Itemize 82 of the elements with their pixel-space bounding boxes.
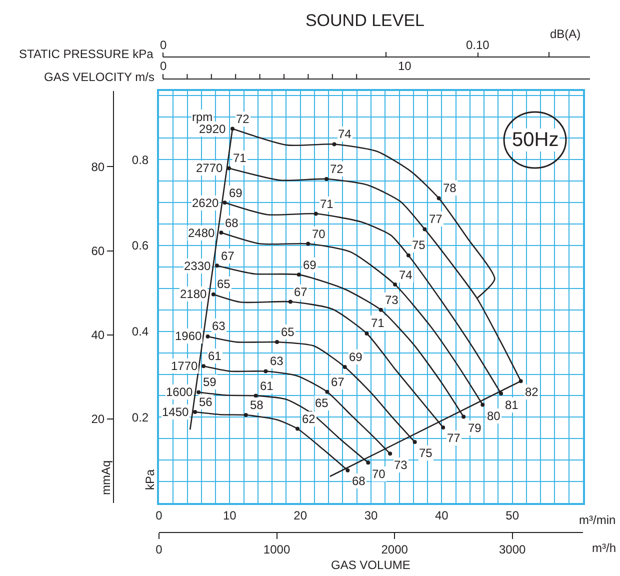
annotation: 71 [371, 316, 385, 330]
annotation: 74 [338, 127, 352, 141]
chart-title: SOUND LEVEL [305, 10, 425, 30]
y-tick-label: 0.8 [132, 152, 149, 167]
annotation: 67 [294, 285, 308, 299]
annotation: 62 [302, 412, 316, 426]
y2-tick-label: 80 [91, 160, 105, 174]
annotation: 65 [315, 396, 329, 410]
annotation: 77 [447, 431, 461, 445]
text: 10 [398, 59, 412, 73]
text: GAS VELOCITY m/s [44, 70, 154, 84]
text: 0 [160, 59, 167, 73]
annotation: 71 [233, 151, 247, 165]
y2-tick-label: 40 [91, 328, 105, 342]
y2-tick-label: 60 [91, 244, 105, 258]
y-tick-label: 0.6 [132, 238, 149, 253]
x-tick-label: 30 [364, 508, 378, 522]
text: dB(A) [550, 27, 581, 41]
y2-tick-label: 20 [91, 412, 105, 426]
annotation: 68 [225, 216, 239, 230]
x-tick-label: 10 [222, 508, 237, 522]
annotation: 70 [312, 227, 326, 241]
series-label: 2480 [188, 226, 216, 240]
series-label: 1770 [171, 359, 198, 373]
annotation: 80 [487, 409, 501, 423]
text: 0 [160, 38, 167, 52]
text: STATIC PRESSURE kPa [19, 47, 154, 61]
series-label: 2920 [199, 122, 226, 136]
x-tick-label: 0 [156, 508, 163, 522]
y2-axis-title: mmAq [99, 460, 113, 495]
annotation: 74 [399, 268, 413, 282]
annotation: 73 [385, 293, 399, 307]
annotation: 58 [250, 398, 264, 412]
text: 0.10 [466, 38, 490, 52]
annotation: 65 [217, 277, 231, 291]
annotation: 65 [281, 325, 295, 339]
annotation: 56 [199, 395, 213, 409]
x2-tick-label: 0 [156, 542, 163, 556]
annotation: 71 [320, 197, 334, 211]
annotation: 70 [372, 467, 386, 481]
x-tick-label: 50 [506, 508, 520, 522]
annotation: 75 [412, 238, 426, 252]
annotation: 59 [203, 375, 217, 389]
series-label: 2180 [180, 287, 208, 301]
annotation: 69 [349, 350, 363, 364]
series-label: 1960 [175, 329, 202, 343]
x2-axis-title: m³/h [592, 541, 616, 555]
annotation: 79 [468, 421, 482, 435]
annotation: 72 [330, 162, 344, 176]
annotation: 73 [394, 458, 408, 472]
x2-tick-label: 1000 [263, 542, 290, 556]
series-label: 2330 [184, 259, 212, 273]
annotation: 61 [208, 349, 222, 363]
annotation: 82 [525, 385, 539, 399]
y-tick-label: 0.4 [132, 324, 149, 339]
annotation: 67 [221, 249, 235, 263]
series-label: 1450 [162, 405, 190, 419]
x-tick-label: 40 [434, 508, 449, 522]
annotation: 77 [429, 212, 443, 226]
annotation: 78 [443, 181, 457, 195]
annotation: 69 [303, 258, 317, 272]
annotation: rpm [192, 110, 213, 124]
annotation: 69 [229, 186, 243, 200]
text: GAS VOLUME [331, 558, 410, 572]
x2-tick-label: 2000 [381, 542, 408, 556]
annotation: 75 [419, 446, 433, 460]
annotation: 63 [270, 354, 284, 368]
series-label: 2770 [196, 161, 224, 175]
annotation: 68 [352, 474, 366, 488]
annotation: 67 [331, 375, 345, 389]
y-tick-label: 0.2 [132, 410, 149, 424]
series-label: 1600 [166, 385, 194, 399]
annotation: 63 [212, 319, 226, 333]
y-axis-title: kPa [143, 468, 157, 490]
annotation: 72 [236, 112, 250, 126]
annotation: 50Hz [512, 129, 559, 151]
x-axis-title: m³/min [579, 513, 616, 527]
x2-tick-label: 3000 [498, 542, 526, 556]
annotation: 81 [505, 398, 519, 412]
series-label: 2620 [192, 196, 220, 210]
annotation: 61 [260, 379, 274, 393]
x-tick-label: 20 [294, 508, 308, 522]
